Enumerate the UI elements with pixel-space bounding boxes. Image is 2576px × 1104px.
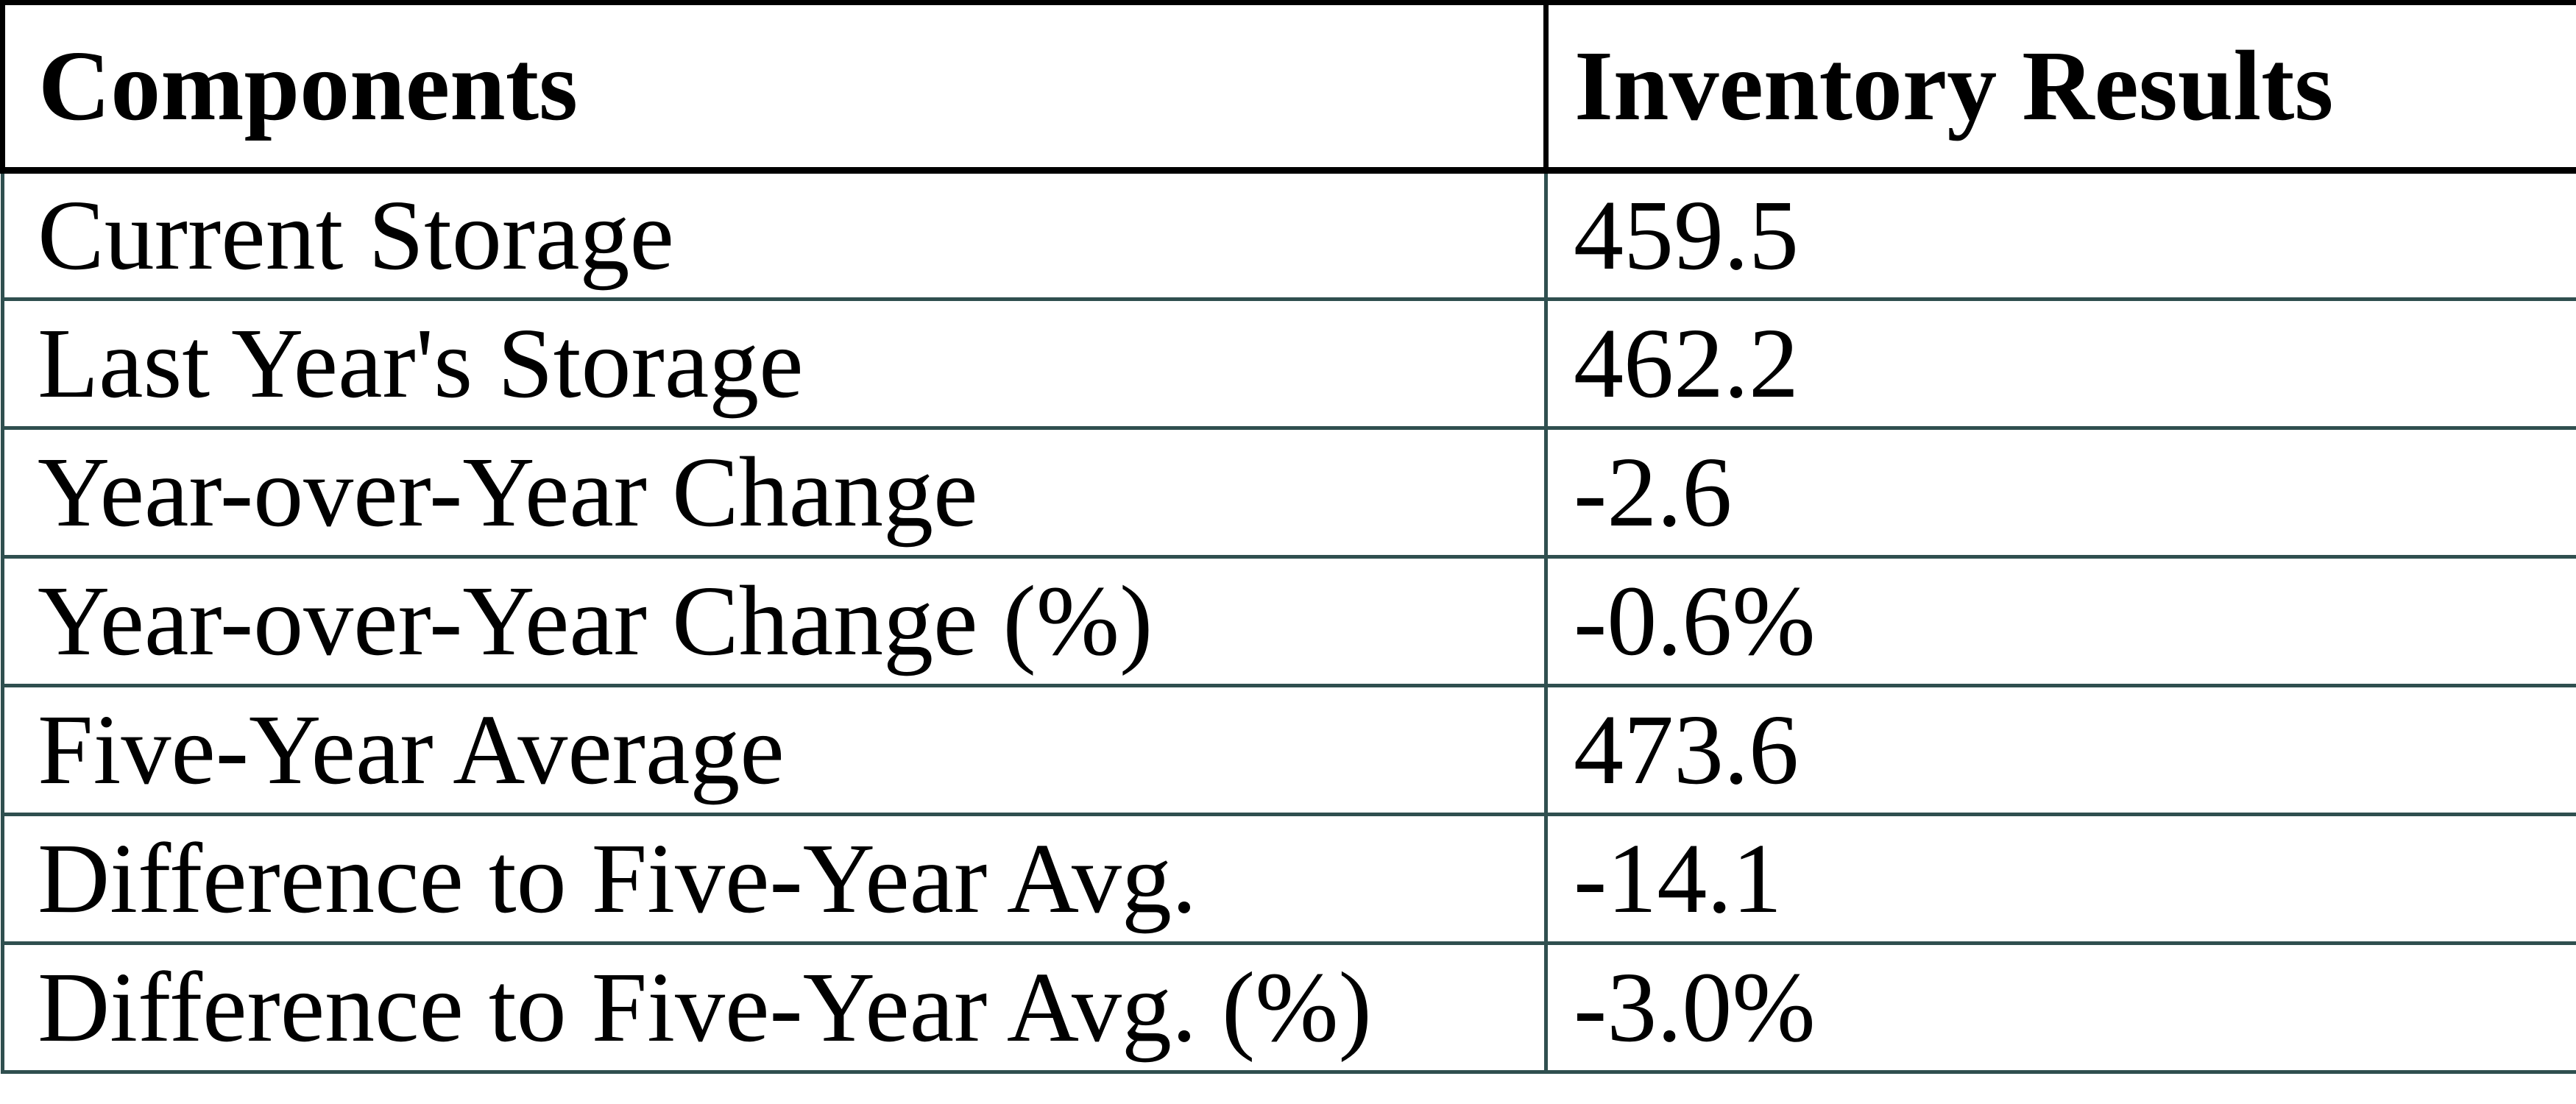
row-value-diff-five-year-avg-pct: -3.0% xyxy=(1544,941,2576,1074)
row-label-yoy-change: Year-over-Year Change xyxy=(1,426,1548,559)
row-label-diff-five-year-avg-pct: Difference to Five-Year Avg. (%) xyxy=(1,941,1548,1074)
row-value-five-year-average: 473.6 xyxy=(1544,684,2576,816)
table-row: Year-over-Year Change -2.6 xyxy=(1,426,2576,559)
column-header-inventory-results: Inventory Results xyxy=(1543,0,2576,174)
row-label-yoy-change-pct: Year-over-Year Change (%) xyxy=(1,555,1548,687)
inventory-table: Components Inventory Results Current Sto… xyxy=(0,0,2576,1074)
row-value-current-storage: 459.5 xyxy=(1544,169,2576,301)
column-header-components: Components xyxy=(0,0,1549,174)
table-row: Difference to Five-Year Avg. -14.1 xyxy=(1,813,2576,945)
row-label-current-storage: Current Storage xyxy=(1,169,1548,301)
row-value-yoy-change-pct: -0.6% xyxy=(1544,555,2576,687)
header-row: Components Inventory Results xyxy=(0,0,2576,174)
table-row: Year-over-Year Change (%) -0.6% xyxy=(1,555,2576,687)
row-value-yoy-change: -2.6 xyxy=(1544,426,2576,559)
table-row: Five-Year Average 473.6 xyxy=(1,684,2576,816)
table-row: Current Storage 459.5 xyxy=(1,169,2576,301)
row-value-last-years-storage: 462.2 xyxy=(1544,297,2576,430)
row-value-diff-five-year-avg: -14.1 xyxy=(1544,813,2576,945)
table-row: Difference to Five-Year Avg. (%) -3.0% xyxy=(1,941,2576,1074)
table-row: Last Year's Storage 462.2 xyxy=(1,297,2576,430)
row-label-last-years-storage: Last Year's Storage xyxy=(1,297,1548,430)
row-label-diff-five-year-avg: Difference to Five-Year Avg. xyxy=(1,813,1548,945)
row-label-five-year-average: Five-Year Average xyxy=(1,684,1548,816)
